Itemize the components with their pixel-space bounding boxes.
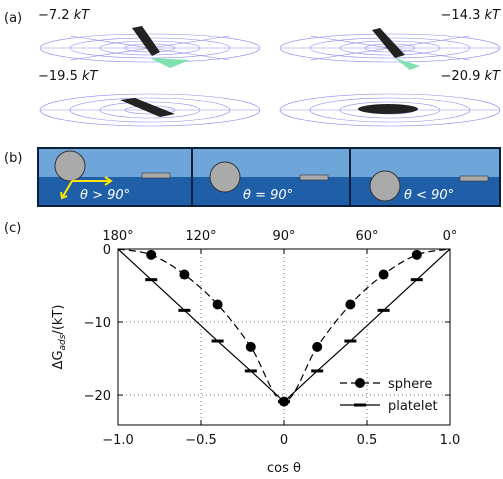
- figure: (a) −7.2 kT −14.3 kT −19.5 kT −20.9 kT (…: [0, 0, 503, 479]
- data-point: [146, 250, 156, 260]
- x-axis-label: cos θ: [267, 461, 301, 476]
- y-tick-label: −10: [84, 316, 111, 331]
- data-point: [345, 300, 355, 310]
- x-tick-label: 0.5: [357, 433, 378, 448]
- data-point: [213, 300, 223, 310]
- x2-tick-label: 90°: [272, 229, 295, 244]
- y-tick-label: 0: [103, 243, 111, 258]
- legend-marker: [355, 378, 365, 388]
- y-axis-label: ΔGads/(kT): [51, 305, 68, 370]
- angle-label: θ > 90°: [80, 188, 130, 203]
- legend-marker: [355, 378, 365, 388]
- angle-label: θ < 90°: [404, 188, 454, 203]
- x2-tick-label: 0°: [443, 229, 458, 244]
- data-point: [246, 342, 256, 352]
- platelets: [120, 26, 420, 117]
- x-tick-label: 1.0: [440, 433, 461, 448]
- x2-tick-label: 180°: [102, 229, 133, 244]
- data-point: [412, 250, 422, 260]
- data-point: [312, 342, 322, 352]
- x-tick-label: 0: [280, 433, 288, 448]
- x2-tick-label: 120°: [185, 229, 216, 244]
- energy-label: −7.2 kT: [38, 8, 90, 23]
- x-tick-label: −1.0: [102, 433, 134, 448]
- panel-label: (c): [4, 221, 21, 236]
- snapshots: [40, 34, 500, 126]
- data-point: [179, 270, 189, 280]
- data-point: [379, 270, 389, 280]
- legend-label: platelet: [388, 399, 438, 414]
- x2-tick-label: 60°: [355, 229, 378, 244]
- panel-label: (b): [4, 151, 22, 166]
- x-tick-label: −0.5: [185, 433, 217, 448]
- energy-label: −19.5 kT: [38, 69, 99, 84]
- energy-label: −14.3 kT: [441, 8, 502, 23]
- angle-label: θ = 90°: [243, 188, 293, 203]
- panel-label: (a): [4, 11, 22, 26]
- energy-label: −20.9 kT: [441, 69, 502, 84]
- legend-label: sphere: [388, 377, 432, 392]
- y-tick-label: −20: [84, 389, 111, 404]
